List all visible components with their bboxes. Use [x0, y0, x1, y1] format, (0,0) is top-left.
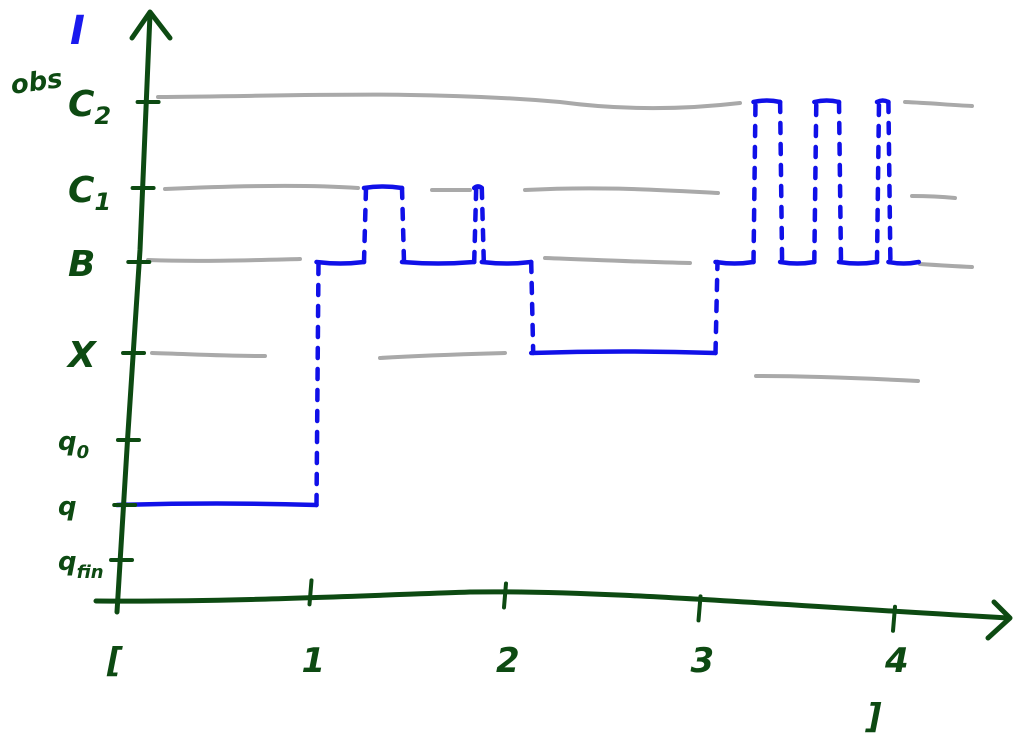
trace-jump-8 — [751, 99, 758, 265]
reference-line-B-2 — [918, 262, 974, 269]
x-tick-2 — [502, 581, 508, 610]
reference-line-X-1 — [378, 351, 507, 360]
trace-jump-6 — [528, 259, 536, 356]
trace-segment-5 — [479, 259, 534, 266]
x-tick-label-0: [ — [106, 641, 123, 681]
y-axis — [114, 11, 153, 615]
trace-segment-10 — [812, 98, 842, 105]
reference-line-C2-1 — [903, 100, 974, 108]
y-level-label-B: B — [68, 244, 95, 285]
x-tick-3 — [696, 594, 703, 623]
y-level-label-C1: C1 — [68, 170, 111, 216]
trace-segment-9 — [777, 259, 817, 266]
reference-line-C1-0 — [163, 183, 360, 191]
trace-jump-5 — [479, 185, 487, 265]
reference-line-B-0 — [146, 257, 302, 263]
trace-segment-3 — [399, 259, 477, 266]
reference-line-C1-2 — [523, 186, 720, 195]
y-level-label-X: X — [66, 335, 98, 376]
x-tick-1 — [307, 578, 314, 607]
reference-lines — [146, 92, 974, 383]
x-tick-label-4: 4 — [884, 641, 909, 681]
trace-segment-7 — [713, 259, 756, 266]
reference-line-B-1 — [543, 256, 692, 265]
reference-line-X-0 — [150, 351, 267, 358]
trace-jump-12 — [874, 99, 882, 265]
x-tick-label-3: 3 — [691, 641, 715, 681]
trace-jump-3 — [399, 185, 407, 265]
trace-jump-7 — [713, 259, 720, 356]
reference-line-C1-3 — [910, 194, 957, 200]
trace-jump-1 — [314, 259, 321, 508]
trace-jump-2 — [361, 185, 369, 265]
x-tick-label-1: 1 — [302, 641, 326, 681]
y-level-label-q_0: q0 — [58, 427, 89, 463]
reference-line-C2-0 — [156, 92, 742, 111]
y-axis-letter: I — [70, 8, 85, 54]
trace-jump-13 — [886, 99, 893, 265]
trace-jump-11 — [836, 99, 844, 265]
trace-segment-6 — [528, 349, 718, 356]
x-end-label: ] — [865, 697, 882, 735]
trace-segment-0 — [114, 501, 319, 508]
trace-segment-8 — [751, 98, 783, 105]
y-axis-name: obs — [9, 64, 65, 101]
trace-segment-13 — [886, 259, 922, 266]
y-level-label-q: q — [58, 492, 77, 522]
y-level-label-C2: C2 — [68, 84, 111, 130]
trace-jump-4 — [471, 185, 479, 265]
trace-segment-2 — [361, 184, 405, 191]
x-ticks: [1 2 3 4 — [106, 578, 909, 681]
x-tick-4 — [891, 604, 897, 633]
y-ticks: qfin q q0 X B C1 C2 — [58, 84, 161, 583]
x-axis-arrowhead — [985, 599, 1013, 641]
x-axis — [93, 589, 1011, 621]
reference-line-X-2 — [754, 374, 920, 383]
trace-jump-10 — [812, 99, 819, 265]
trace-segment-1 — [314, 259, 367, 266]
x-tick-label-2: 2 — [496, 641, 520, 681]
observation-trace — [114, 98, 922, 508]
trace-jump-9 — [777, 99, 785, 265]
trace-segment-11 — [836, 259, 880, 266]
y-axis-arrowhead — [129, 9, 173, 41]
y-level-label-q_fin: qfin — [58, 547, 104, 583]
